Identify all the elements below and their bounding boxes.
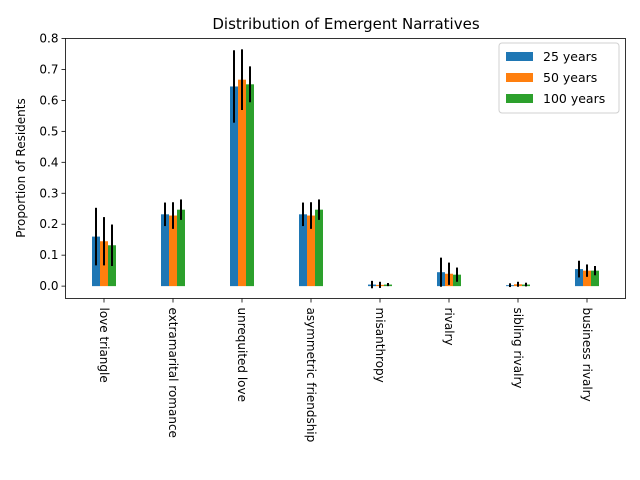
plot-area — [65, 38, 626, 299]
bar — [177, 209, 185, 287]
bar — [246, 84, 254, 287]
x-tick-label: misanthropy — [373, 308, 387, 383]
bar — [299, 214, 307, 287]
y-tick-label: 0.5 — [39, 124, 58, 138]
bar — [230, 86, 238, 287]
x-tick-label: rivalry — [442, 308, 456, 346]
legend-label: 50 years — [543, 70, 597, 85]
x-tick-label: extramarital romance — [166, 308, 180, 438]
legend: 25 years 50 years 100 years — [498, 42, 620, 114]
legend-swatch — [506, 94, 533, 103]
x-tick-label: business rivalry — [580, 308, 594, 402]
x-tick-label: unrequited love — [235, 308, 249, 403]
bar — [583, 270, 591, 287]
y-tick-label: 0.0 — [39, 279, 58, 293]
bar — [575, 269, 583, 287]
y-tick-label: 0.7 — [39, 62, 58, 76]
bar — [307, 215, 315, 287]
legend-swatch — [506, 73, 533, 82]
y-tick-label: 0.8 — [39, 32, 58, 46]
bar — [591, 270, 599, 287]
x-tick-label: love triangle — [97, 308, 111, 383]
y-tick-label: 0.1 — [39, 248, 58, 262]
x-axis: love triangle extramarital romance unrequi… — [97, 298, 594, 443]
bar — [238, 79, 246, 287]
bar — [161, 214, 169, 287]
chart-title: Distribution of Emergent Narratives — [212, 15, 479, 33]
bar — [315, 209, 323, 287]
x-tick-label: sibling rivalry — [511, 308, 525, 389]
y-axis: 0.0 0.1 0.2 0.3 0.4 0.5 0.6 0.7 0.8 — [39, 32, 66, 293]
legend-swatch — [506, 52, 533, 61]
error-bars-group — [95, 49, 596, 289]
y-tick-label: 0.2 — [39, 217, 58, 231]
y-axis-label: Proportion of Residents — [14, 98, 28, 237]
bar — [169, 215, 177, 287]
y-tick-label: 0.6 — [39, 93, 58, 107]
y-tick-label: 0.3 — [39, 186, 58, 200]
y-tick-label: 0.4 — [39, 155, 58, 169]
legend-label: 25 years — [543, 49, 597, 64]
x-tick-label: asymmetric friendship — [304, 308, 318, 443]
legend-label: 100 years — [543, 91, 605, 106]
